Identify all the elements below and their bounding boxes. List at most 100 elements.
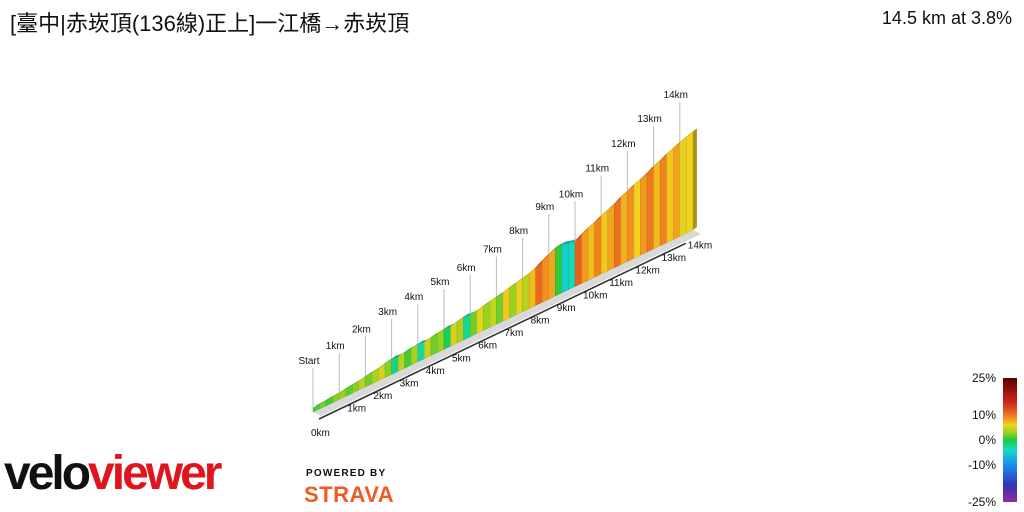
axis-tick-label: 9km <box>557 303 576 314</box>
veloviewer-logo: veloviewer <box>4 447 222 500</box>
profile-marker-label: 1km <box>326 341 345 352</box>
segment-front-face <box>430 332 438 356</box>
profile-segment <box>345 382 357 397</box>
legend-tick-label: 25% <box>972 371 996 385</box>
axis-tick-label: 11km <box>609 278 633 289</box>
segment-top-face <box>391 353 403 360</box>
segment-front-face <box>502 286 510 322</box>
segment-front-face <box>673 141 681 240</box>
segment-top-face <box>430 330 442 338</box>
segment-top-face <box>561 240 573 245</box>
axis-tick-label: 1km <box>347 403 366 414</box>
axis-tick-label: 8km <box>531 316 550 327</box>
profile-markers: Start1km2km3km4km5km6km7km8km9km10km11km… <box>298 90 688 408</box>
axis-tick-label: 13km <box>662 253 686 264</box>
segment-top-face <box>457 313 468 322</box>
segment-front-face <box>489 296 497 328</box>
segment-top-face <box>326 394 337 401</box>
segment-front-face <box>614 196 622 269</box>
segment-top-face <box>437 326 448 334</box>
segment-front-face <box>384 358 392 378</box>
profile-marker-label: 14km <box>664 90 688 101</box>
profile-segments <box>312 128 697 413</box>
segment-front-face <box>476 305 484 334</box>
segment-front-face <box>535 259 543 306</box>
segment-front-face <box>646 165 654 253</box>
segment-front-face <box>600 209 608 275</box>
segment-top-face <box>319 397 331 405</box>
segment-top-face <box>444 323 455 330</box>
segment-front-face <box>463 314 471 341</box>
segment-front-face <box>679 136 687 237</box>
axis-tick-label: 0km <box>311 428 330 439</box>
segment-front-face <box>620 190 628 265</box>
strava-logo: STRAVA <box>304 482 395 507</box>
axis-tick-label: 10km <box>583 291 607 302</box>
segment-front-face <box>653 159 661 250</box>
segment-top-face <box>332 389 344 398</box>
ground-band <box>313 230 701 416</box>
segment-front-face <box>666 147 674 243</box>
segment-front-face <box>391 356 399 375</box>
profile-marker-label: 10km <box>559 189 583 200</box>
axis-tick-label: 6km <box>478 341 497 352</box>
profile-segment <box>384 356 396 378</box>
legend-tick-label: -10% <box>968 458 996 472</box>
segment-top-face <box>339 385 350 393</box>
powered-by-label: POWERED BY <box>306 468 387 479</box>
segment-front-face <box>528 267 536 309</box>
profile-segment <box>404 345 416 369</box>
legend-tick-label: 10% <box>972 408 996 422</box>
distance-axis: 0km 1km 2km 3km 4km 5km 6km 7km 8km 9km 10km11km12… <box>311 240 712 439</box>
climb-summary: 14.5 km at 3.8% <box>881 8 1012 28</box>
profile-segment <box>456 313 468 344</box>
segment-front-face <box>568 241 576 291</box>
segment-top-face <box>385 356 396 364</box>
segment-top-face <box>463 311 475 317</box>
profile-marker-label: 3km <box>378 307 397 318</box>
profile-segment <box>378 360 390 382</box>
segment-top-face <box>365 369 376 377</box>
segment-front-face <box>561 242 569 294</box>
segment-top-face <box>358 373 370 381</box>
profile-marker-label: 12km <box>611 139 635 150</box>
segment-front-face <box>659 153 667 247</box>
gradient-color-bar <box>1003 378 1017 502</box>
chart-title: [臺中|赤崁頂(136線)正上]一江橋→赤崁頂 <box>10 11 410 36</box>
logo-viewer: viewer <box>88 447 222 500</box>
segment-top-face <box>404 345 416 353</box>
segment-front-face <box>483 301 491 331</box>
profile-marker-label: 9km <box>535 202 554 213</box>
profile-marker-label: 8km <box>509 226 528 237</box>
profile-marker-label: 5km <box>431 277 450 288</box>
axis-tick-label: 14km <box>688 240 712 251</box>
segment-top-face <box>417 339 429 345</box>
axis-tick-label: 7km <box>504 328 523 339</box>
segment-front-face <box>627 183 635 262</box>
logo-velo: velo <box>4 447 91 500</box>
gradient-legend-ticks: 25% 10% 0% -10% -25% <box>968 371 996 509</box>
segment-front-face <box>542 253 550 303</box>
segment-front-face <box>587 221 595 281</box>
segment-front-face <box>496 292 504 325</box>
profile-marker-label: 6km <box>457 263 476 274</box>
segment-front-face <box>640 172 648 256</box>
segment-front-face <box>522 272 530 312</box>
segment-front-face <box>469 310 477 338</box>
segment-top-face <box>398 349 409 357</box>
segment-front-face <box>607 203 615 272</box>
gradient-legend <box>1003 378 1017 502</box>
profile-end-cap <box>692 128 697 231</box>
axis-tick-label: 4km <box>426 366 445 377</box>
profile-segment <box>437 326 448 353</box>
segment-front-face <box>594 214 602 278</box>
segment-front-face <box>581 227 589 284</box>
legend-tick-label: 0% <box>979 433 997 447</box>
legend-tick-label: -25% <box>968 495 996 509</box>
profile-marker-label: 7km <box>483 245 502 256</box>
segment-front-face <box>686 131 694 234</box>
segment-front-face <box>456 316 464 344</box>
profile-marker-label: 2km <box>352 324 371 335</box>
profile-segment <box>555 241 566 297</box>
